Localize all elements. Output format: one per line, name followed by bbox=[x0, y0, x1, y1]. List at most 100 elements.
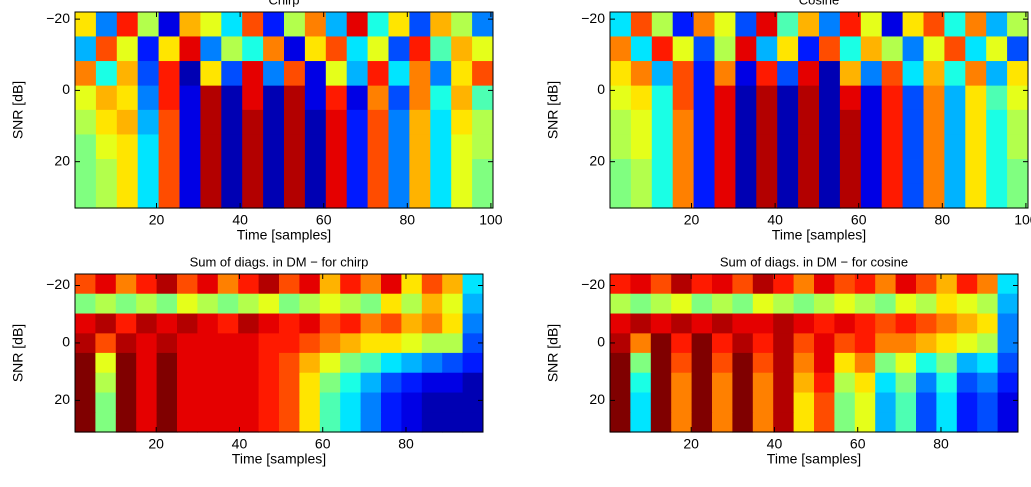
heatmap-cell bbox=[381, 273, 402, 295]
heatmap-cell bbox=[179, 36, 201, 62]
heatmap-cell bbox=[630, 372, 652, 393]
heatmap-cell bbox=[388, 109, 410, 135]
heatmap-cell bbox=[401, 333, 423, 354]
heatmap-cell bbox=[360, 313, 382, 334]
heatmap-cell bbox=[956, 392, 978, 413]
heatmap-cell bbox=[258, 392, 280, 413]
heatmap-cell bbox=[258, 372, 280, 393]
heatmap-cell bbox=[221, 36, 243, 62]
heatmap-cell bbox=[860, 85, 883, 111]
heatmap-cell bbox=[936, 273, 958, 295]
heatmap-cell bbox=[360, 412, 382, 433]
heatmap-cell bbox=[75, 313, 96, 334]
heatmap-cell bbox=[115, 293, 137, 314]
heatmap-cell bbox=[95, 293, 117, 314]
heatmap-cell bbox=[997, 313, 1019, 334]
heatmap-cell bbox=[651, 134, 674, 160]
heatmap-cell bbox=[75, 412, 96, 433]
heatmap-cell bbox=[263, 61, 285, 87]
heatmap-cell bbox=[819, 109, 841, 135]
heatmap-cell bbox=[451, 183, 473, 209]
heatmap-cell bbox=[95, 412, 117, 433]
heatmap-cell bbox=[997, 372, 1019, 393]
heatmap-cell bbox=[839, 61, 862, 87]
heatmap-cell bbox=[177, 392, 198, 413]
heatmap-cell bbox=[814, 333, 835, 354]
heatmap-cell bbox=[773, 273, 795, 295]
heatmap-cell bbox=[442, 313, 464, 334]
heatmap-cell bbox=[304, 36, 327, 62]
heatmap-cell bbox=[381, 392, 402, 413]
heatmap-cell bbox=[197, 313, 219, 334]
heatmap-cell bbox=[137, 11, 160, 37]
heatmap-cell bbox=[197, 333, 219, 354]
heatmap-cell bbox=[451, 36, 473, 62]
heatmap-cell bbox=[95, 333, 117, 354]
chart-title: Sum of diags. in DM − for cosine bbox=[720, 254, 908, 269]
heatmap-cell bbox=[672, 109, 695, 135]
heatmap-cell bbox=[923, 159, 945, 185]
heatmap-cell bbox=[360, 273, 382, 295]
heatmap-cell bbox=[756, 183, 778, 209]
heatmap-cell bbox=[895, 392, 917, 413]
heatmap-cell bbox=[902, 109, 924, 135]
heatmap-cell bbox=[936, 313, 958, 334]
heatmap-cell bbox=[388, 85, 410, 111]
heatmap-cell bbox=[672, 134, 695, 160]
heatmap-cell bbox=[956, 412, 978, 433]
heatmap-cell bbox=[367, 109, 389, 135]
heatmap-cell bbox=[712, 412, 733, 433]
heatmap-cell bbox=[238, 273, 260, 295]
heatmap-cell bbox=[197, 293, 219, 314]
heatmap-cell bbox=[965, 183, 987, 209]
x-tick-label: 40 bbox=[767, 212, 783, 228]
heatmap-cell bbox=[340, 333, 362, 354]
heatmap-cell bbox=[881, 11, 904, 37]
heatmap-cell bbox=[793, 293, 815, 314]
heatmap-cell bbox=[916, 372, 937, 393]
heatmap-cell bbox=[777, 109, 799, 135]
heatmap-cell bbox=[442, 392, 464, 413]
heatmap-cell bbox=[75, 11, 97, 37]
x-tick-label: 60 bbox=[850, 436, 866, 452]
heatmap-cell bbox=[179, 134, 201, 160]
heatmap-cell bbox=[712, 293, 733, 314]
y-tick-label: 20 bbox=[54, 152, 70, 168]
heatmap-cell bbox=[956, 333, 978, 354]
heatmap-cell bbox=[95, 109, 118, 135]
heatmap-cell bbox=[944, 109, 966, 135]
heatmap-cell bbox=[75, 273, 96, 295]
heatmap-cell bbox=[875, 313, 897, 334]
heatmap-cell bbox=[714, 109, 736, 135]
heatmap-cell bbox=[116, 109, 139, 135]
heatmap-cell bbox=[388, 159, 410, 185]
heatmap-cell bbox=[304, 11, 327, 37]
heatmap-cell bbox=[462, 333, 484, 354]
heatmap-cell bbox=[777, 159, 799, 185]
heatmap-cell bbox=[650, 392, 672, 413]
y-tick-label: 20 bbox=[54, 391, 70, 407]
heatmap-cell bbox=[965, 11, 987, 37]
heatmap-cell bbox=[671, 293, 693, 314]
heatmap-cell bbox=[299, 333, 321, 354]
heatmap-cell bbox=[360, 293, 382, 314]
y-tick-label: −20 bbox=[46, 276, 70, 292]
heatmap-cell bbox=[137, 183, 160, 209]
x-tick-label: 20 bbox=[149, 212, 165, 228]
heatmap-cell bbox=[116, 36, 139, 62]
heatmap-cell bbox=[95, 11, 118, 37]
heatmap-cell bbox=[299, 392, 321, 413]
heatmap-cell bbox=[200, 36, 222, 62]
heatmap-cell bbox=[115, 333, 137, 354]
heatmap-cell bbox=[115, 392, 137, 413]
heatmap-cell bbox=[430, 134, 452, 160]
heatmap-cell bbox=[650, 273, 672, 295]
heatmap-cell bbox=[75, 159, 97, 185]
heatmap-cell bbox=[409, 85, 431, 111]
axes-frame bbox=[609, 273, 1019, 433]
heatmap-cell bbox=[115, 352, 137, 374]
heatmap-cell bbox=[875, 293, 897, 314]
heatmap-cell bbox=[325, 159, 348, 185]
heatmap-cell bbox=[944, 61, 966, 87]
heatmap-cell bbox=[340, 313, 362, 334]
